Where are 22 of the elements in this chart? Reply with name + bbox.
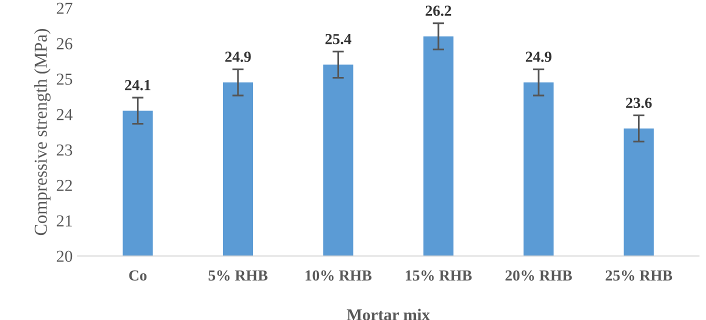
x-axis-title: Mortar mix xyxy=(346,308,430,320)
data-label: 23.6 xyxy=(626,98,652,108)
x-tick-label: Co xyxy=(129,270,147,281)
y-tick-label: 27 xyxy=(56,2,72,14)
y-tick-label: 26 xyxy=(56,38,72,50)
y-tick-label: 23 xyxy=(56,144,72,156)
data-label: 25.4 xyxy=(325,34,352,44)
y-tick-label: 24 xyxy=(56,109,73,120)
x-tick-label: 15% RHB xyxy=(406,270,472,281)
y-tick-label: 21 xyxy=(56,215,72,226)
x-tick-label: 25% RHB xyxy=(606,270,672,281)
data-label: 24.9 xyxy=(225,52,251,62)
x-tick-label: 5% RHB xyxy=(208,270,268,281)
data-label: 26.2 xyxy=(426,6,452,16)
x-tick-label: 10% RHB xyxy=(306,270,372,281)
data-label: 24.9 xyxy=(526,52,552,62)
x-tick-label: 20% RHB xyxy=(506,270,572,281)
y-tick-label: 25 xyxy=(56,74,72,85)
y-tick-label: 22 xyxy=(56,180,72,191)
y-axis-title: Compressive strength (MPa) xyxy=(34,28,51,236)
y-tick-label: 20 xyxy=(56,250,72,262)
data-label: 24.1 xyxy=(125,80,150,90)
